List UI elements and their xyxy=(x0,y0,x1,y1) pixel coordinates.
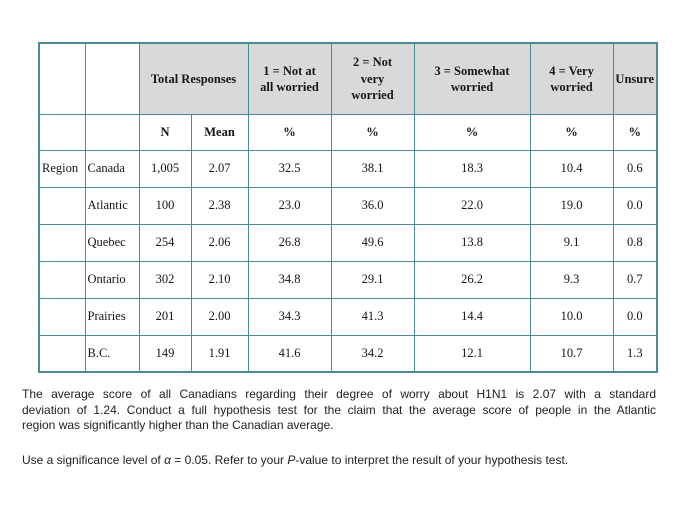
p-value-symbol: P xyxy=(287,453,296,467)
mean-cell: 2.06 xyxy=(190,223,249,262)
region-cell: Quebec xyxy=(84,223,140,262)
blank-cell xyxy=(38,297,86,336)
subheader-pct-not-at-all: % xyxy=(247,113,332,151)
pct-not-very-cell: 34.2 xyxy=(330,334,415,373)
table-row-canada: Region Canada 1,005 2.07 32.5 38.1 18.3 … xyxy=(38,149,658,188)
question-line-2: deviation of 1.24. Conduct a full hypoth… xyxy=(22,402,656,417)
alpha-symbol: α xyxy=(164,453,171,467)
table-row-prairies: Prairies 201 2.00 34.3 41.3 14.4 10.0 0.… xyxy=(38,297,658,336)
subheader-pct-somewhat: % xyxy=(413,113,531,151)
blank-cell xyxy=(38,113,86,151)
blank-cell xyxy=(84,113,140,151)
subheader-n: N xyxy=(138,113,192,151)
pct-not-at-all-cell: 32.5 xyxy=(247,149,332,188)
instruction-mid: = 0.05. Refer to your xyxy=(170,453,288,467)
col-header-total-responses: Total Responses xyxy=(138,42,249,115)
pct-very-cell: 10.4 xyxy=(529,149,614,188)
region-cell: Prairies xyxy=(84,297,140,336)
pct-somewhat-cell: 18.3 xyxy=(413,149,531,188)
mean-cell: 2.10 xyxy=(190,260,249,299)
question-line-1: The average score of all Canadians regar… xyxy=(22,387,656,401)
pct-not-at-all-cell: 41.6 xyxy=(247,334,332,373)
pct-very-cell: 10.7 xyxy=(529,334,614,373)
n-cell: 302 xyxy=(138,260,192,299)
pct-very-cell: 19.0 xyxy=(529,186,614,225)
pct-not-very-cell: 41.3 xyxy=(330,297,415,336)
corner-cell-1 xyxy=(38,42,86,115)
col-header-not-at-all-worried: 1 = Not at all worried xyxy=(247,42,332,115)
region-cell: Atlantic xyxy=(84,186,140,225)
pct-not-very-cell: 49.6 xyxy=(330,223,415,262)
table-row-ontario: Ontario 302 2.10 34.8 29.1 26.2 9.3 0.7 xyxy=(38,260,658,299)
n-cell: 100 xyxy=(138,186,192,225)
pct-somewhat-cell: 22.0 xyxy=(413,186,531,225)
pct-unsure-cell: 0.7 xyxy=(612,260,658,299)
pct-somewhat-cell: 12.1 xyxy=(413,334,531,373)
question-line-3: region was significantly higher than the… xyxy=(22,418,334,432)
mean-cell: 2.38 xyxy=(190,186,249,225)
pct-somewhat-cell: 14.4 xyxy=(413,297,531,336)
pct-not-very-cell: 36.0 xyxy=(330,186,415,225)
subheader-pct-very: % xyxy=(529,113,614,151)
instruction-suffix: -value to interpret the result of your h… xyxy=(295,453,569,467)
n-cell: 149 xyxy=(138,334,192,373)
pct-not-at-all-cell: 34.3 xyxy=(247,297,332,336)
region-cell: Ontario xyxy=(84,260,140,299)
table-row-bc: B.C. 149 1.91 41.6 34.2 12.1 10.7 1.3 xyxy=(38,334,658,373)
blank-cell xyxy=(38,334,86,373)
table-header-row-1: Total Responses 1 = Not at all worried 2… xyxy=(38,42,658,115)
row-group-label: Region xyxy=(38,149,86,188)
table-row-atlantic: Atlantic 100 2.38 23.0 36.0 22.0 19.0 0.… xyxy=(38,186,658,225)
mean-cell: 2.00 xyxy=(190,297,249,336)
pct-not-very-cell: 38.1 xyxy=(330,149,415,188)
pct-not-at-all-cell: 26.8 xyxy=(247,223,332,262)
instruction-prefix: Use a significance level of xyxy=(22,453,165,467)
instruction-paragraph: Use a significance level of α = 0.05. Re… xyxy=(22,453,692,467)
region-cell: B.C. xyxy=(84,334,140,373)
col-header-very-worried: 4 = Very worried xyxy=(529,42,614,115)
subheader-mean: Mean xyxy=(190,113,249,151)
pct-very-cell: 10.0 xyxy=(529,297,614,336)
mean-cell: 1.91 xyxy=(190,334,249,373)
pct-very-cell: 9.1 xyxy=(529,223,614,262)
n-cell: 1,005 xyxy=(138,149,192,188)
pct-unsure-cell: 0.0 xyxy=(612,297,658,336)
region-cell: Canada xyxy=(84,149,140,188)
pct-not-at-all-cell: 23.0 xyxy=(247,186,332,225)
subheader-pct-not-very: % xyxy=(330,113,415,151)
mean-cell: 2.07 xyxy=(190,149,249,188)
pct-not-very-cell: 29.1 xyxy=(330,260,415,299)
pct-somewhat-cell: 13.8 xyxy=(413,223,531,262)
pct-somewhat-cell: 26.2 xyxy=(413,260,531,299)
h1n1-worry-by-region-table: Total Responses 1 = Not at all worried 2… xyxy=(38,42,659,373)
pct-not-at-all-cell: 34.8 xyxy=(247,260,332,299)
table-row-quebec: Quebec 254 2.06 26.8 49.6 13.8 9.1 0.8 xyxy=(38,223,658,262)
subheader-pct-unsure: % xyxy=(612,113,658,151)
blank-cell xyxy=(38,186,86,225)
table-header-row-2: N Mean % % % % % xyxy=(38,113,658,151)
n-cell: 254 xyxy=(138,223,192,262)
blank-cell xyxy=(38,260,86,299)
pct-very-cell: 9.3 xyxy=(529,260,614,299)
pct-unsure-cell: 1.3 xyxy=(612,334,658,373)
blank-cell xyxy=(38,223,86,262)
pct-unsure-cell: 0.8 xyxy=(612,223,658,262)
question-paragraph: The average score of all Canadians regar… xyxy=(22,387,656,434)
pct-unsure-cell: 0.6 xyxy=(612,149,658,188)
col-header-not-very-worried: 2 = Not very worried xyxy=(330,42,415,115)
corner-cell-2 xyxy=(84,42,140,115)
pct-unsure-cell: 0.0 xyxy=(612,186,658,225)
col-header-somewhat-worried: 3 = Somewhat worried xyxy=(413,42,531,115)
n-cell: 201 xyxy=(138,297,192,336)
col-header-unsure: Unsure xyxy=(612,42,658,115)
